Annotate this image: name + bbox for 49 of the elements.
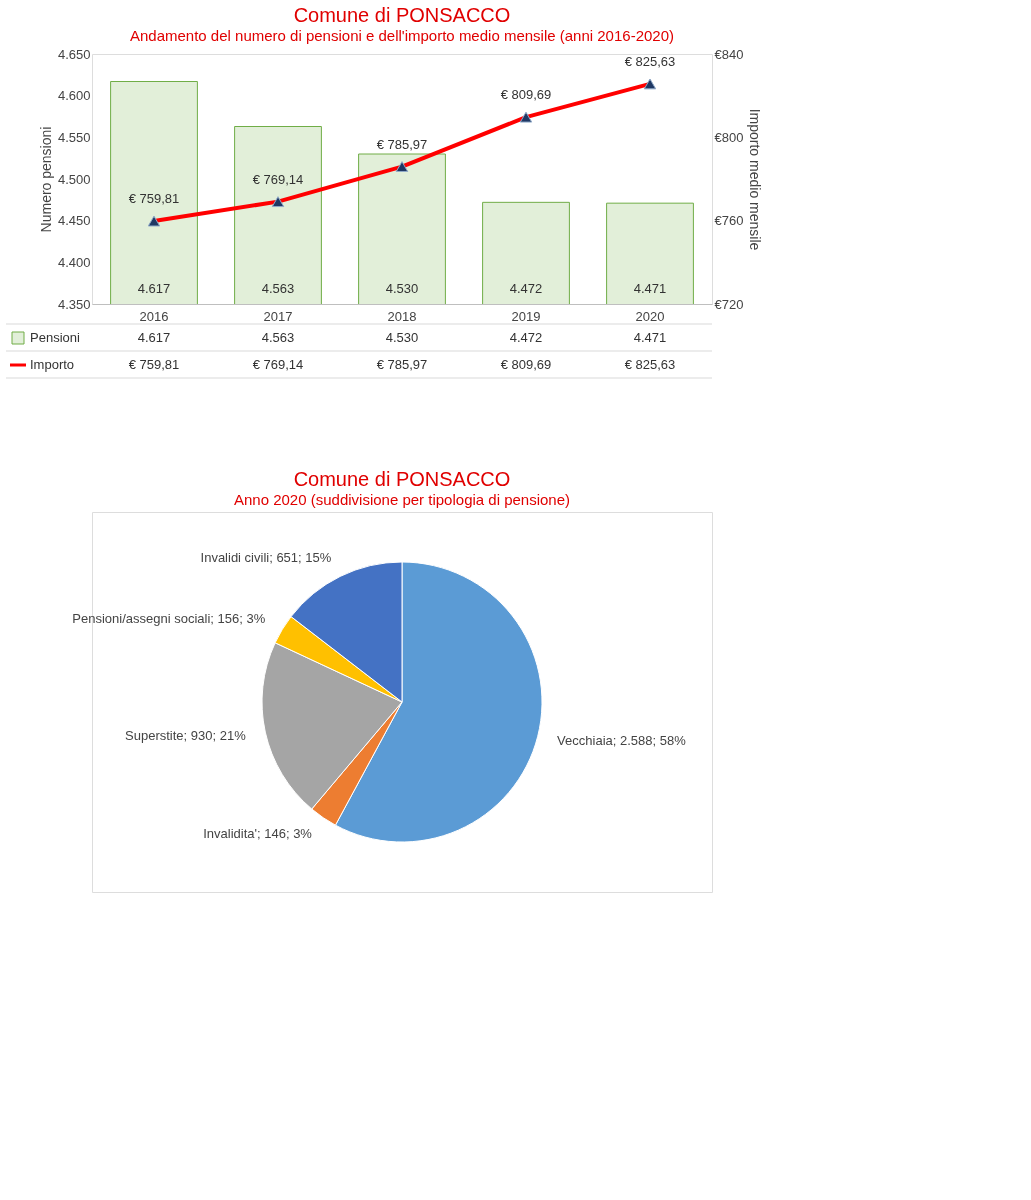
y-tick-label: 4.350 — [57, 296, 91, 312]
data-label: € 759,81 — [128, 357, 180, 372]
y-tick-label: 4.450 — [57, 213, 91, 229]
y-tick-label: 4.500 — [57, 171, 91, 187]
text: € 785,97 — [376, 136, 428, 152]
y-tick-label: 4.550 — [57, 129, 91, 145]
y2-tick-label: €840 — [714, 46, 744, 62]
legend-label: Pensioni — [30, 330, 80, 345]
chart-subtitle: Andamento del numero di pensioni e dell'importo medio mensile (anni 2016-2020) — [129, 27, 675, 44]
y-tick-label: 4.600 — [57, 88, 91, 104]
x-tick-label: 2017 — [263, 308, 293, 324]
x-tick-label: 2016 — [139, 308, 169, 324]
y-axis-title: Numero pensioni — [37, 126, 54, 233]
y2-axis-title: Importo medio mensile — [747, 108, 764, 251]
text: € 809,69 — [500, 87, 552, 103]
chart-title: Comune di PONSACCO — [293, 4, 511, 26]
x-tick-label: 2018 — [387, 308, 417, 324]
text: 4.471 — [633, 281, 667, 296]
text: € 825,63 — [624, 53, 676, 69]
data-label: € 785,97 — [376, 357, 428, 372]
text: 4.563 — [261, 281, 295, 296]
y2-tick-label: €760 — [714, 213, 744, 229]
slice-label: Superstite; 930; 21% — [125, 728, 247, 744]
y2-tick-label: €720 — [714, 296, 744, 312]
text: € 759,81 — [128, 191, 180, 207]
text: € 769,14 — [252, 171, 304, 187]
x-tick-label: 2019 — [511, 308, 541, 324]
data-label: 4.472 — [509, 330, 543, 345]
slice-label: Pensioni/assegni sociali; 156; 3% — [72, 610, 266, 626]
chart-subtitle: Anno 2020 (suddivisione per tipologia di pensione) — [233, 491, 571, 508]
data-label: € 809,69 — [500, 357, 552, 372]
y-tick-label: 4.400 — [57, 254, 91, 270]
y2-tick-label: €800 — [714, 129, 744, 145]
data-label: 4.471 — [633, 330, 667, 345]
data-label: 4.530 — [385, 330, 419, 345]
text: 4.530 — [385, 281, 419, 296]
y-tick-label: 4.650 — [57, 46, 91, 62]
data-label: € 769,14 — [252, 357, 304, 372]
data-label: 4.617 — [137, 330, 171, 345]
slice-label: Vecchiaia; 2.588; 58% — [557, 733, 687, 749]
data-label: € 825,63 — [624, 357, 676, 372]
chart-title: Comune di PONSACCO — [293, 468, 511, 490]
data-label: 4.563 — [261, 330, 295, 345]
slice-label: Invalidi civili; 651; 15% — [200, 550, 332, 566]
text: 4.617 — [137, 281, 171, 296]
legend-label: Importo — [30, 357, 75, 372]
x-tick-label: 2020 — [635, 308, 665, 324]
slice-label: Invalidita'; 146; 3% — [203, 826, 313, 842]
text: 4.472 — [509, 281, 543, 296]
